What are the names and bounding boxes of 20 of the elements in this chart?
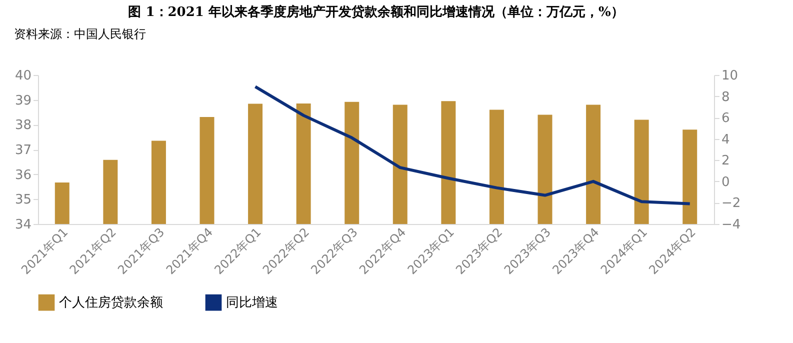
- y2-tick-label: 6: [722, 111, 730, 126]
- y-tick-label: 37: [14, 143, 32, 158]
- text: 资料来源：中国人民银行: [14, 26, 146, 43]
- y-tick-label: 40: [14, 68, 32, 84]
- y-tick-label: 39: [14, 93, 32, 108]
- y2-tick-label: −2: [722, 196, 741, 212]
- y-tick-label: 36: [14, 168, 32, 183]
- y-tick-label: 38: [14, 118, 32, 134]
- y2-tick-label: 2: [722, 154, 730, 169]
- chart-title: 图 1：2021 年以来各季度房地产开发贷款余额和同比增速情况（单位：万亿元，%）: [128, 4, 624, 20]
- legend-label: 个人住房贷款余额: [59, 294, 163, 311]
- y-tick-label: 34: [14, 218, 32, 232]
- y-tick-label: 35: [14, 192, 32, 208]
- y2-tick-label: 4: [722, 132, 730, 148]
- y2-tick-label: 8: [722, 90, 730, 105]
- line-series: [254, 85, 692, 206]
- y2-tick-label: 10: [722, 68, 738, 84]
- y2-tick-label: 0: [722, 174, 730, 190]
- legend-label: 同比增速: [226, 296, 278, 311]
- y2-tick-label: −4: [722, 218, 741, 232]
